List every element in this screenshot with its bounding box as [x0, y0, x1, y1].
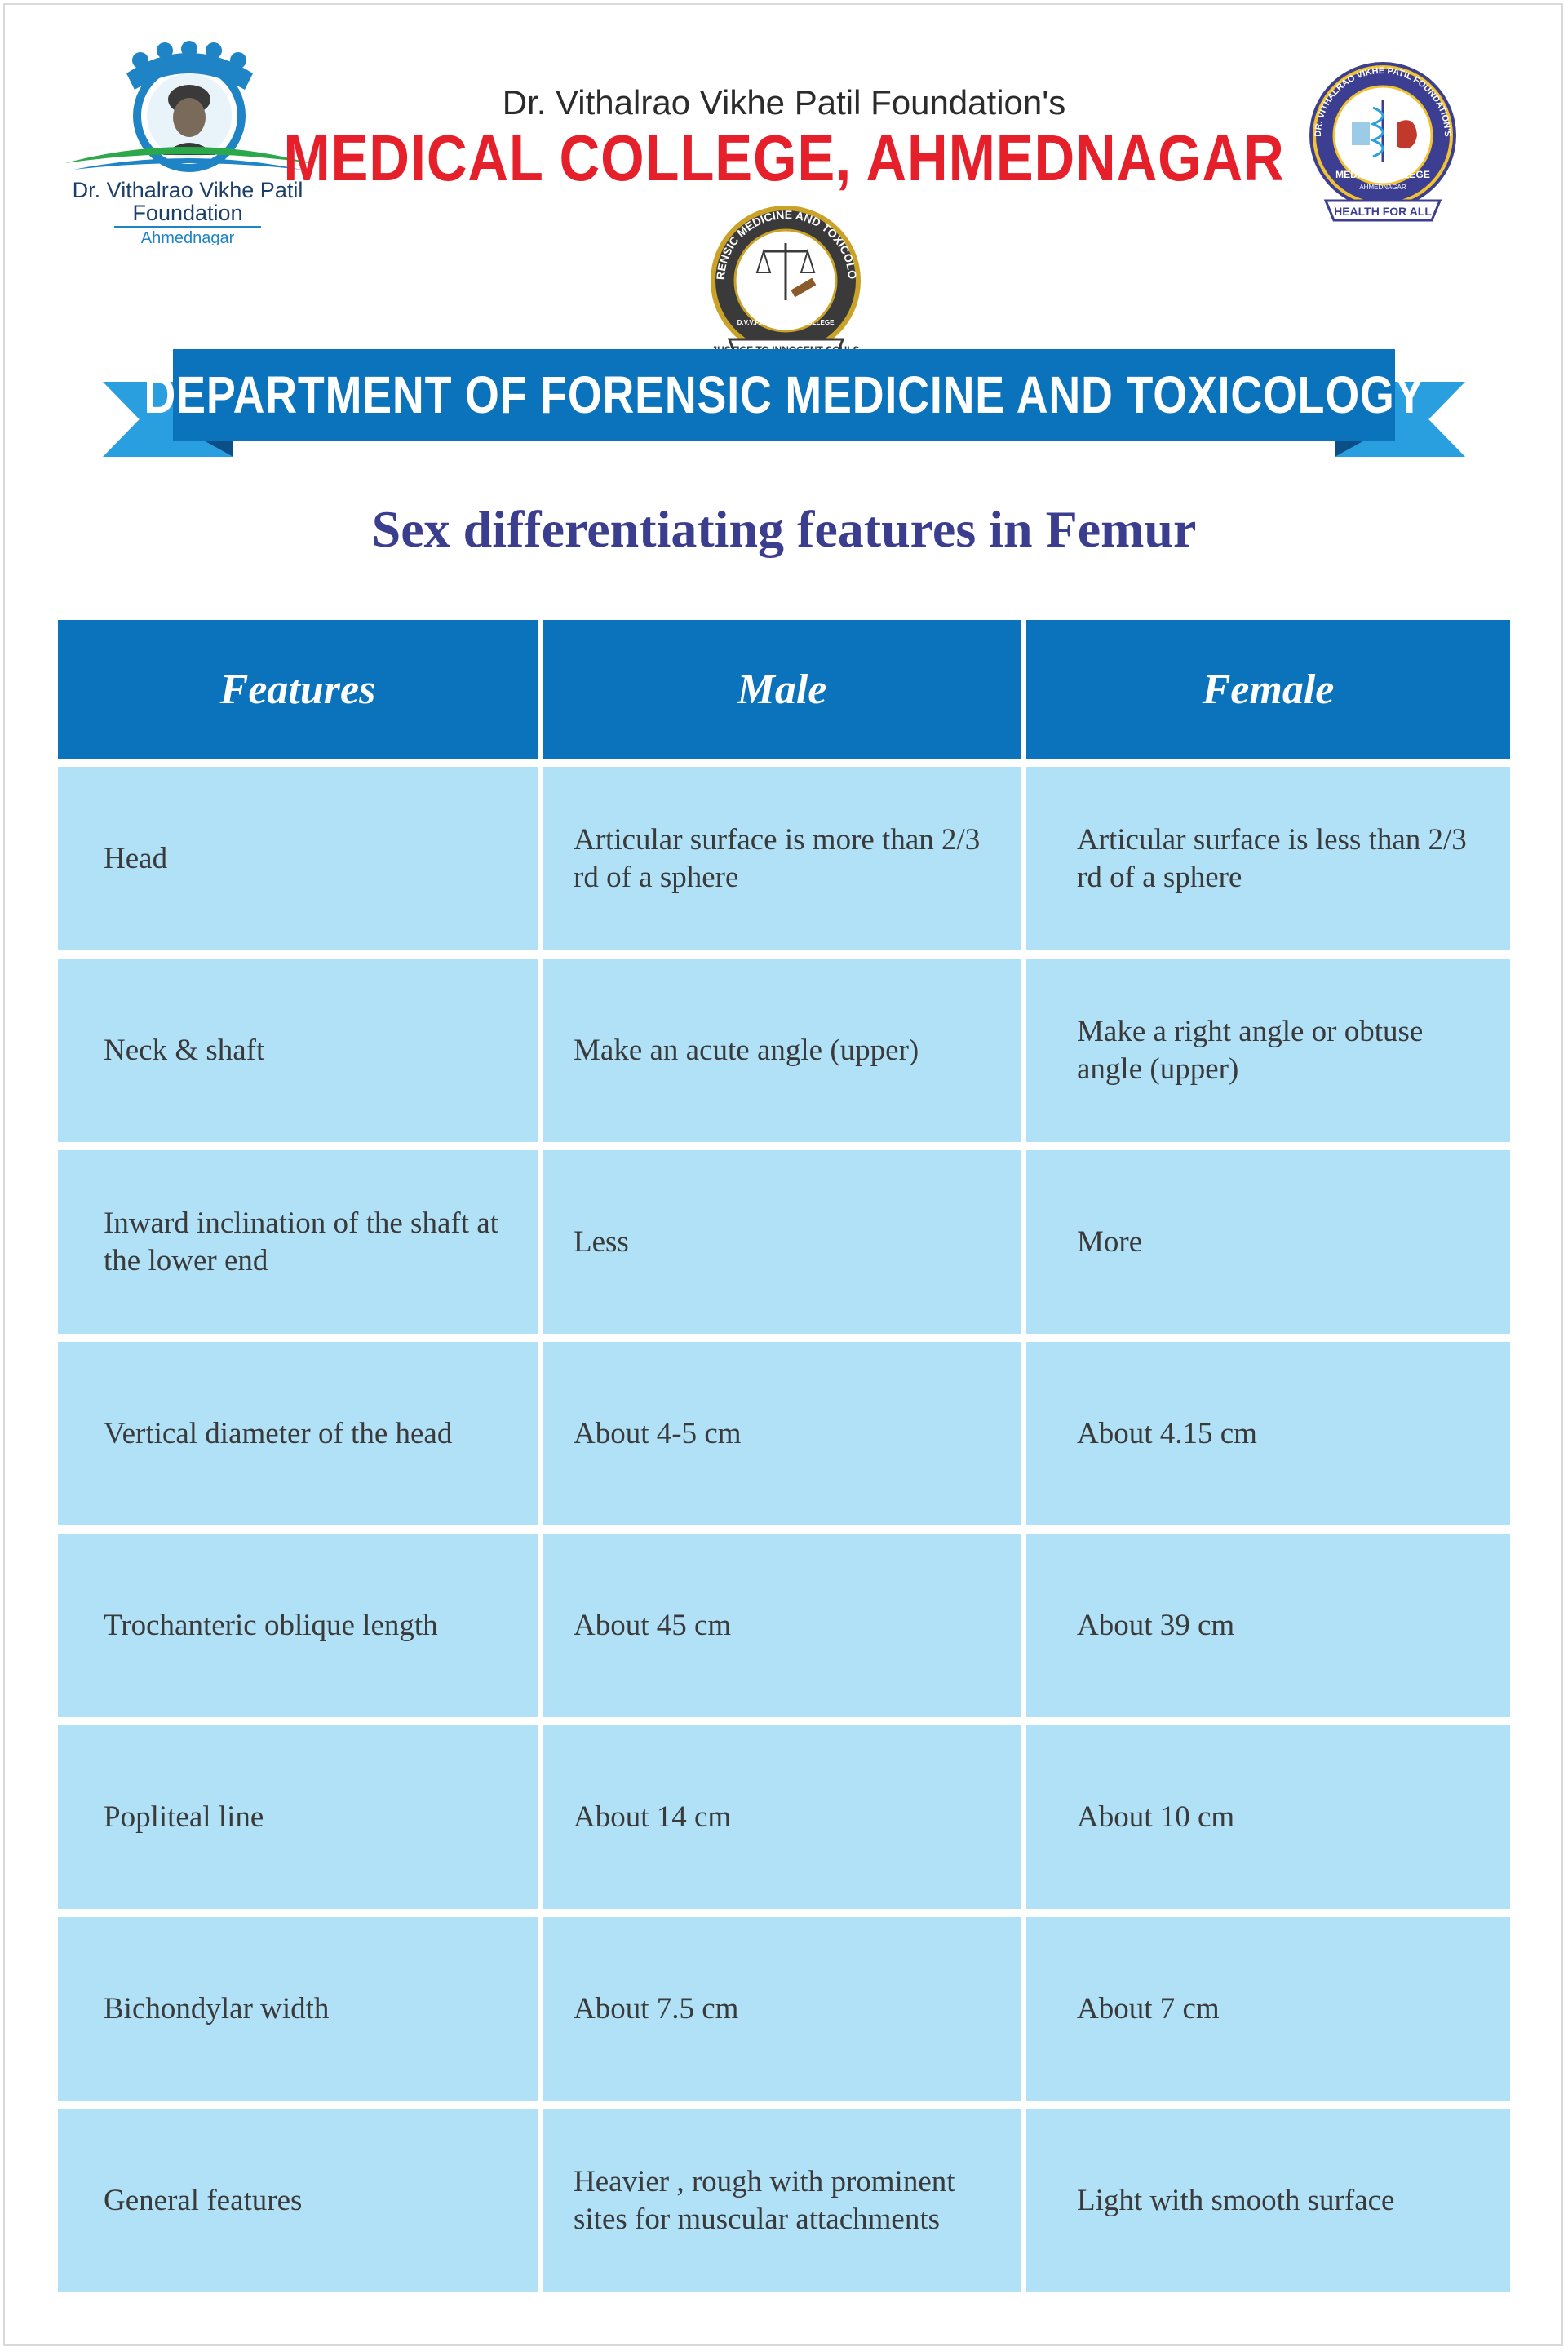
header-male: Male [543, 620, 1021, 759]
female-cell: More [1026, 1150, 1510, 1334]
college-seal-place: AHMEDNAGAR [1359, 184, 1406, 191]
table-row: Head Articular surface is more than 2/3 … [58, 767, 1510, 950]
college-seal-ribbon: HEALTH FOR ALL [1334, 205, 1432, 218]
feature-cell: General features [58, 2109, 538, 2292]
banner-main: DEPARTMENT OF FORENSIC MEDICINE AND TOXI… [144, 349, 1424, 441]
page-subtitle: Sex differentiating features in Femur [371, 500, 1197, 558]
foundation-logo-name: Dr. Vithalrao Vikhe Patil [73, 178, 303, 202]
male-cell: Articular surface is more than 2/3 rd of… [543, 767, 1021, 950]
feature-cell: Bichondylar width [58, 1917, 538, 2101]
feature-cell: Head [58, 767, 538, 950]
male-cell: Heavier , rough with prominent sites for… [543, 2109, 1021, 2292]
table-header-row: Features Male Female [58, 620, 1510, 759]
feature-cell: Vertical diameter of the head [58, 1342, 538, 1525]
table-row: Bichondylar width About 7.5 cm About 7 c… [58, 1917, 1510, 2101]
male-cell: Less [543, 1150, 1021, 1334]
table-row: Trochanteric oblique length About 45 cm … [58, 1534, 1510, 1717]
foundation-logo: Dr. Vithalrao Vikhe Patil Foundation Ahm… [65, 41, 310, 245]
college-name: MEDICAL COLLEGE, AHMEDNAGAR [283, 122, 1285, 194]
foundation-line: Dr. Vithalrao Vikhe Patil Foundation's [502, 83, 1066, 122]
female-cell: About 39 cm [1026, 1534, 1510, 1717]
page-frame [3, 3, 1563, 2346]
female-cell: About 7 cm [1026, 1917, 1510, 2101]
college-seal-inner: MEDICAL COLLEGE [1335, 169, 1430, 180]
department-banner: DEPARTMENT OF FORENSIC MEDICINE AND TOXI… [103, 349, 1465, 463]
male-cell: About 4-5 cm [543, 1342, 1021, 1525]
female-cell: About 10 cm [1026, 1725, 1510, 1909]
table-row: Neck & shaft Make an acute angle (upper)… [58, 959, 1510, 1142]
table-row: Inward inclination of the shaft at the l… [58, 1150, 1510, 1334]
female-cell: Light with smooth surface [1026, 2109, 1510, 2292]
department-seal-inner: D.V.V.P.F's MEDICAL COLLEGE [737, 319, 835, 326]
college-seal: DR. VITHALRAO VIKHE PATIL FOUNDATION'S M… [1309, 62, 1456, 222]
header-female: Female [1026, 620, 1510, 759]
male-cell: About 7.5 cm [543, 1917, 1021, 2101]
male-cell: Make an acute angle (upper) [543, 959, 1021, 1142]
department-title: DEPARTMENT OF FORENSIC MEDICINE AND TOXI… [144, 365, 1424, 424]
table-row: Popliteal line About 14 cm About 10 cm [58, 1725, 1510, 1909]
female-cell: About 4.15 cm [1026, 1342, 1510, 1525]
female-cell: Make a right angle or obtuse angle (uppe… [1026, 959, 1510, 1142]
table-row: General features Heavier , rough with pr… [58, 2109, 1510, 2292]
feature-cell: Neck & shaft [58, 959, 538, 1142]
foundation-logo-line2: Foundation [132, 201, 242, 225]
feature-cell: Inward inclination of the shaft at the l… [58, 1150, 538, 1334]
table-row: Vertical diameter of the head About 4-5 … [58, 1342, 1510, 1525]
feature-cell: Popliteal line [58, 1725, 538, 1909]
comparison-table: Features Male Female Head Articular surf… [58, 620, 1510, 2300]
feature-cell: Trochanteric oblique length [58, 1534, 538, 1717]
header-features: Features [58, 620, 538, 759]
male-cell: About 45 cm [543, 1534, 1021, 1717]
female-cell: Articular surface is less than 2/3 rd of… [1026, 767, 1510, 950]
department-seal: FORENSIC MEDICINE AND TOXICOLOGY D.V.V.P… [706, 202, 861, 361]
male-cell: About 14 cm [543, 1725, 1021, 1909]
foundation-logo-place: Ahmednagar [141, 229, 235, 245]
